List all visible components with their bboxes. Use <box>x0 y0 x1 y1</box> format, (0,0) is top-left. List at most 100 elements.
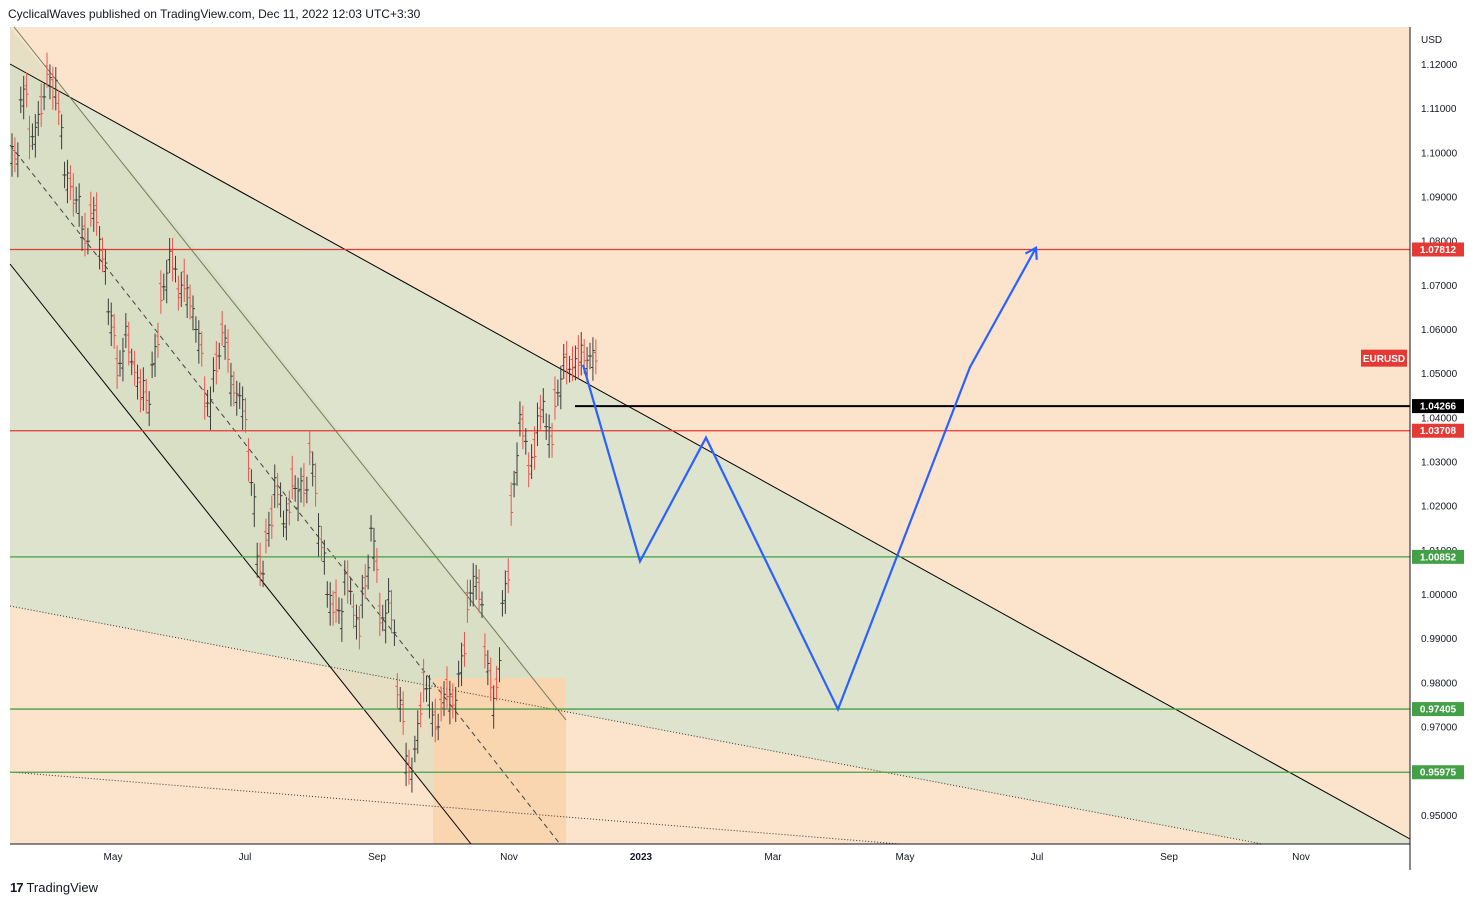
time-tick-label: Nov <box>500 852 518 863</box>
ohlc-bar <box>342 560 353 605</box>
level-badge-1.00852 <box>1412 549 1464 564</box>
level-price-label: 0.95975 <box>1420 768 1457 779</box>
level-badge-1.04266 <box>1412 399 1464 414</box>
time-tick-label: Sep <box>368 852 386 863</box>
ohlc-bar <box>45 52 55 110</box>
ohlc-bar <box>386 578 397 647</box>
ohlc-bar <box>474 564 484 619</box>
ohlc-bar <box>421 658 432 719</box>
ohlc-bar <box>97 225 108 285</box>
ohlc-bar <box>255 542 266 588</box>
level-price-label: 1.03708 <box>1420 426 1457 437</box>
ohlc-bar <box>404 742 414 793</box>
dotted-trendline-upper <box>9 605 1263 845</box>
ohlc-bar <box>430 698 441 743</box>
ohlc-bar <box>27 114 38 160</box>
level-price-label: 1.00852 <box>1420 552 1457 563</box>
price-tick-label: 0.95000 <box>1421 811 1458 822</box>
ohlc-bar <box>246 438 257 528</box>
ohlc-bar <box>517 401 528 455</box>
ohlc-bar <box>220 310 231 373</box>
ohlc-bar <box>509 442 520 526</box>
currency-label: USD <box>1421 35 1442 46</box>
time-tick-label: Jul <box>239 852 252 863</box>
ohlc-bar <box>263 495 274 554</box>
ohlc-bar <box>325 581 336 626</box>
ohlc-bar <box>123 313 134 376</box>
ohlc-bar <box>237 382 248 433</box>
ohlc-bar <box>176 258 187 311</box>
ohlc-bar <box>167 237 178 283</box>
ohlc-bar <box>36 83 47 137</box>
ohlc-bar <box>115 337 125 389</box>
ohlc-bar <box>456 631 467 688</box>
ohlc-bar <box>561 340 572 385</box>
ohlc-bar <box>62 159 73 204</box>
projected-path[interactable] <box>581 247 1037 713</box>
price-tick-label: 1.04000 <box>1421 413 1458 424</box>
time-tick-label: May <box>104 852 123 863</box>
symbol-label: EURUSD <box>1363 354 1405 365</box>
channel-midline <box>9 144 561 845</box>
ohlc-bar <box>588 337 598 381</box>
time-tick-label: Nov <box>1292 852 1310 863</box>
footer-brand-name: TradingView <box>26 880 99 895</box>
price-tick-label: 1.02000 <box>1421 502 1458 513</box>
ohlc-bar <box>491 647 502 729</box>
price-tick-label: 1.12000 <box>1421 60 1458 71</box>
ohlc-bar <box>307 430 318 507</box>
time-tick-label: 2023 <box>630 852 653 863</box>
projection-arrowhead-icon <box>1024 246 1038 260</box>
time-tick-label: Jul <box>1031 852 1044 863</box>
publish-attribution: CyclicalWaves published on TradingView.c… <box>8 7 421 21</box>
price-tick-label: 1.11000 <box>1421 104 1457 115</box>
ohlc-bar <box>299 463 309 507</box>
price-tick-label: 0.99000 <box>1421 634 1458 645</box>
ohlc-bar <box>377 592 388 644</box>
ohlc-bar <box>106 298 117 349</box>
level-price-label: 1.04266 <box>1420 402 1457 413</box>
ohlc-bar <box>228 362 239 416</box>
level-badge-0.95975 <box>1412 765 1464 780</box>
ohlc-bar <box>316 513 327 575</box>
inner-channel-top-line <box>13 26 567 721</box>
ohlc-bar <box>544 413 555 458</box>
level-price-label: 1.07812 <box>1420 245 1457 256</box>
time-tick-label: Sep <box>1160 852 1178 863</box>
ohlc-bar <box>193 316 204 367</box>
symbol-badge <box>1361 349 1407 367</box>
ohlc-bar <box>465 563 476 623</box>
price-tick-label: 1.10000 <box>1421 148 1458 159</box>
ohlc-bar <box>535 388 546 447</box>
level-price-label: 0.97405 <box>1420 705 1457 716</box>
ohlc-bar <box>526 426 537 488</box>
outer-channel-top-line <box>9 63 1411 840</box>
price-tick-label: 1.08000 <box>1421 237 1458 248</box>
level-badge-1.07812 <box>1412 242 1464 257</box>
ohlc-bar <box>281 490 292 541</box>
ohlc-bar <box>18 72 29 120</box>
ohlc-bar <box>290 455 301 522</box>
ohlc-bar <box>552 365 563 420</box>
price-tick-label: 1.00000 <box>1421 590 1458 601</box>
ohlc-bar <box>447 680 458 725</box>
footer-brand: 17 TradingView <box>10 880 98 895</box>
ohlc-bar <box>439 666 449 722</box>
ohlc-bar <box>71 173 82 227</box>
ohlc-bar <box>80 212 90 257</box>
ohlc-bar <box>10 133 20 178</box>
ohlc-bar <box>360 554 371 619</box>
ohlc-bar <box>351 593 362 650</box>
ohlc-bar <box>272 464 283 518</box>
price-tick-label: 0.98000 <box>1421 678 1458 689</box>
ohlc-bar <box>150 322 160 379</box>
time-tick-label: May <box>896 852 915 863</box>
ohlc-bar <box>53 67 64 150</box>
price-tick-label: 1.06000 <box>1421 325 1458 336</box>
inner-channel-bottom-line <box>9 263 472 845</box>
inner-channel-fill <box>10 27 566 844</box>
tradingview-logo-icon: 17 <box>10 880 24 895</box>
ohlc-bar <box>482 633 493 701</box>
price-tick-label: 1.03000 <box>1421 457 1458 468</box>
